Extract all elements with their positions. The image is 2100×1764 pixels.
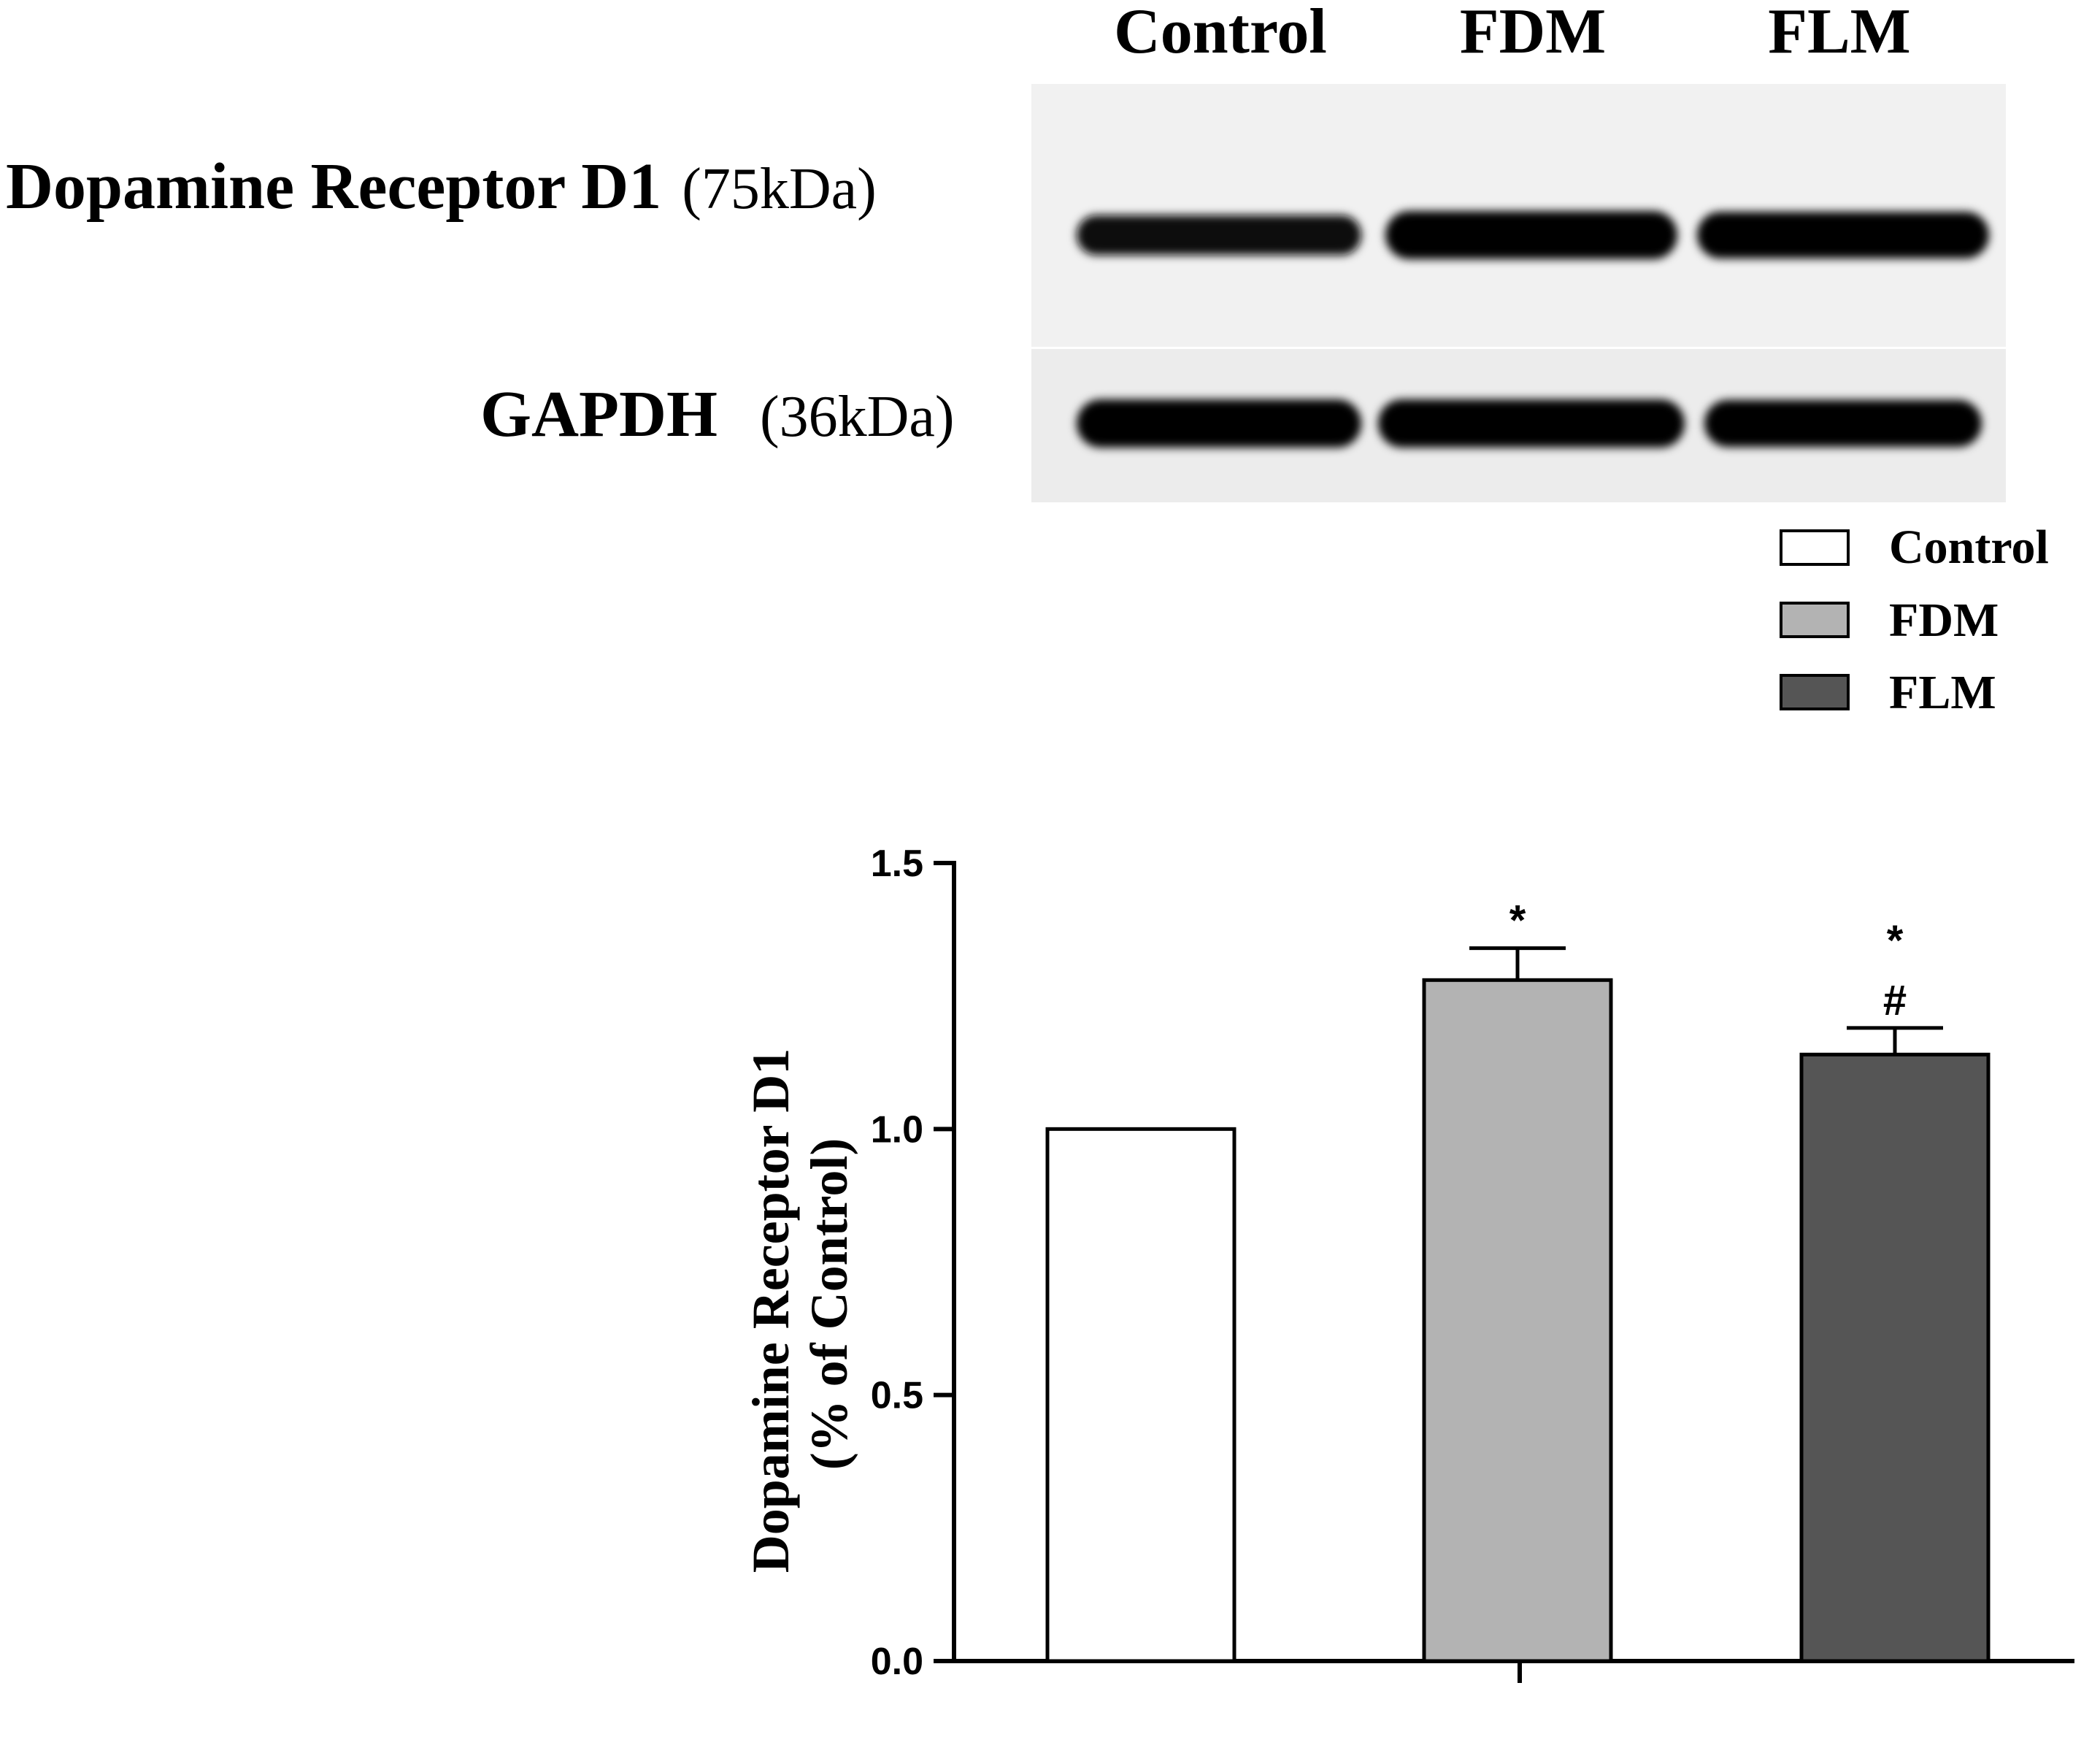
protein-size-gapdh: (36kDa) [760,385,955,449]
y-tick-label: 1.0 [871,1108,923,1151]
y-tick-label: 0.5 [871,1375,923,1417]
y-tick-label: 0.0 [871,1641,923,1683]
blot-band [1704,399,1982,448]
blot-band [1697,212,1989,258]
bars [1045,978,1991,1663]
lane-label-control: Control [1114,0,1327,67]
y-axis-label: Dopamine Receptor D1 (% of Control) [742,1035,858,1573]
legend-swatch-flm [1780,674,1850,710]
blot-band [1077,215,1361,256]
legend-label-fdm: FDM [1889,594,1999,647]
bar-flm [1799,1052,1991,1663]
bar-control [1045,1127,1236,1663]
error-bars [1469,946,1943,1055]
row-label-d1: Dopamine Receptor D1 (75kDa) [6,150,877,223]
lane-label-flm: FLM [1768,0,1911,67]
blot-band [1077,399,1361,448]
row-label-gapdh: GAPDH (36kDa) [480,378,955,450]
protein-size-d1: (75kDa) [682,157,877,221]
legend-label-control: Control [1889,521,2049,574]
western-blot-panel: Control FDM FLM Dopamine Receptor D1 (75k… [6,0,2006,502]
legend-label-flm: FLM [1889,666,1996,719]
protein-name-d1: Dopamine Receptor D1 [6,150,661,223]
blot-band [1385,211,1677,259]
significance-asterisk: * [1509,897,1526,945]
significance-annotations: * # * [1509,897,1907,1024]
legend: Control FDM FLM [1780,521,2049,719]
bar-fdm [1422,978,1613,1663]
blot-band [1378,399,1685,448]
legend-swatch-control [1780,529,1850,566]
significance-asterisk: * [1887,917,1904,965]
blot-bands [1077,211,1989,448]
significance-hash: # [1883,977,1907,1024]
y-axis-label-line-2: (% of Control) [800,1138,858,1470]
protein-name-gapdh: GAPDH [480,378,718,450]
y-axis-label-line-1: Dopamine Receptor D1 [742,1048,800,1573]
bar-chart: Dopamine Receptor D1 (% of Control) 0.0 0… [742,843,2074,1683]
legend-swatch-fdm [1780,602,1850,638]
y-tick-label: 1.5 [871,843,923,885]
lane-label-fdm: FDM [1460,0,1606,67]
